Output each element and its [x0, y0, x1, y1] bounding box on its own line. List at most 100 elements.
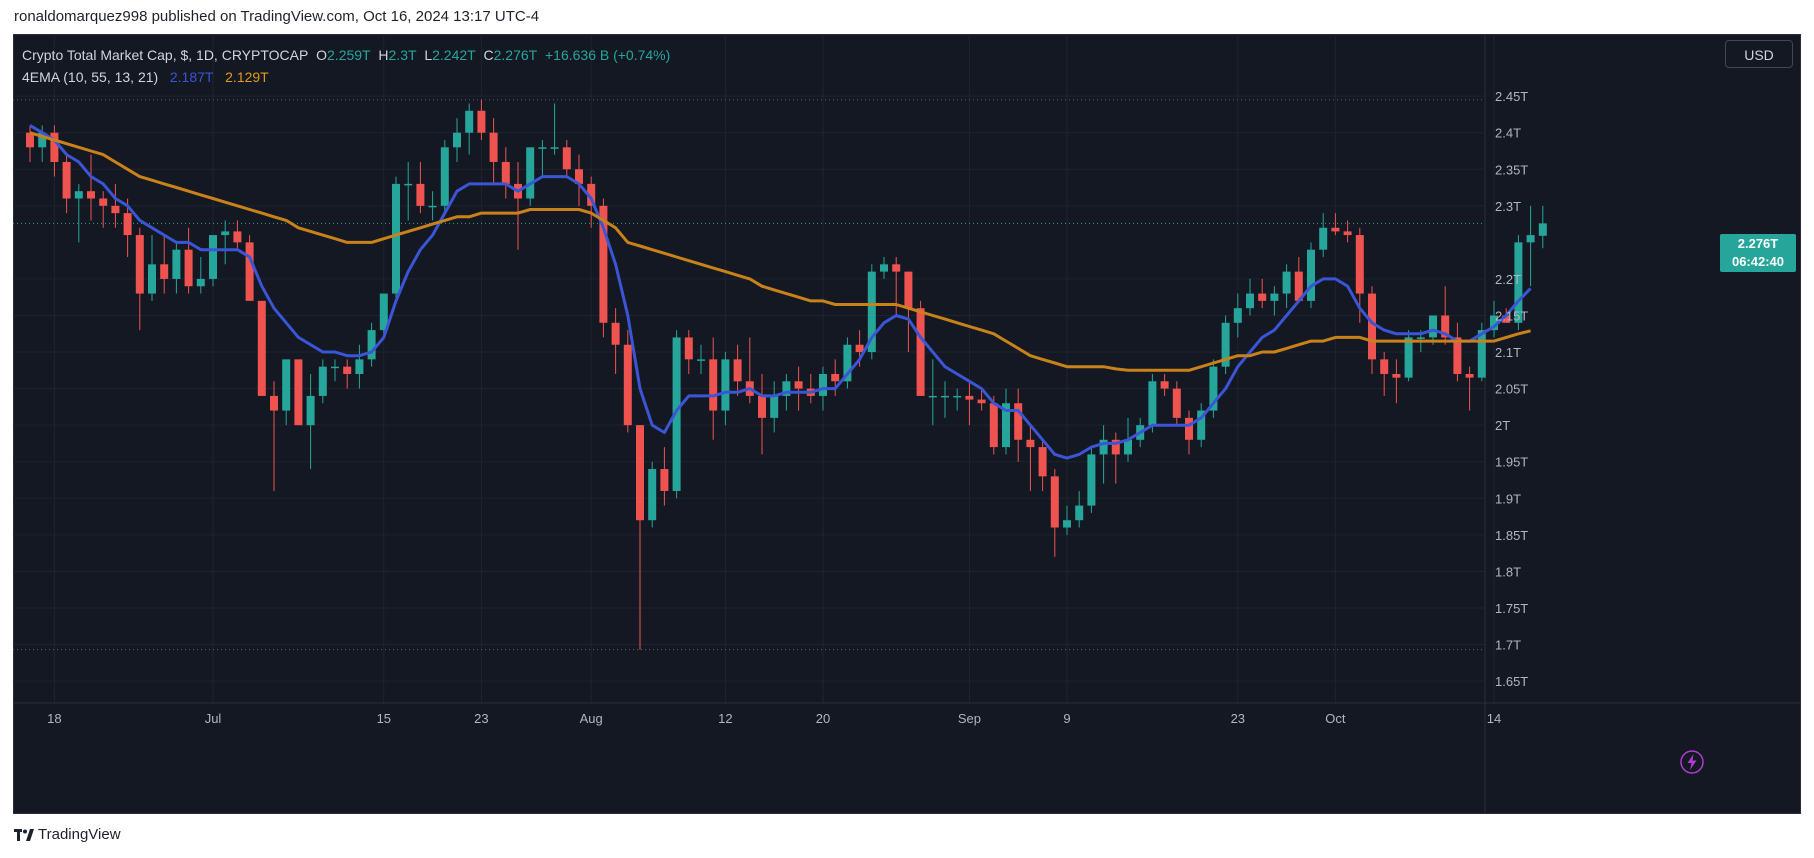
time-tick-label: Jul — [205, 711, 222, 726]
candle-body — [672, 337, 681, 491]
candle-body — [1514, 242, 1523, 323]
candle-body — [538, 147, 547, 149]
candle-body — [928, 395, 937, 398]
candle-body — [1538, 223, 1547, 236]
candle-body — [1270, 293, 1279, 301]
candle-body — [50, 132, 59, 162]
candle-body — [1209, 366, 1218, 411]
candle-body — [306, 395, 315, 426]
candle-body — [770, 395, 779, 418]
candle-body — [782, 381, 791, 396]
candle-body — [38, 132, 47, 148]
legend-high-value: 2.3T — [388, 47, 417, 63]
candle-body — [392, 183, 400, 294]
ema-fast-line — [29, 124, 1532, 460]
candle-body — [1416, 337, 1425, 339]
candle-body — [648, 469, 657, 521]
legend-symbol[interactable]: Crypto Total Market Cap, $, 1D, CRYPTOCA… — [22, 47, 309, 63]
candle-body — [1502, 315, 1511, 323]
candle-body — [1221, 322, 1230, 367]
candle-body — [1063, 520, 1071, 528]
time-tick-label: Sep — [958, 711, 981, 726]
candle-body — [416, 183, 425, 206]
candle-body — [1246, 293, 1254, 309]
candle-body — [953, 395, 962, 398]
candle-body — [599, 205, 608, 323]
price-tick-label: 2.1T — [1495, 345, 1521, 360]
legend-open-label: O — [316, 47, 328, 63]
candle-body — [1185, 417, 1193, 440]
candle-body — [440, 147, 449, 206]
candle-body — [343, 366, 352, 374]
candle-body — [501, 161, 510, 184]
candle-body — [367, 330, 376, 360]
candlestick-chart[interactable]: 2.45T 2.4T 2.35T 2.3T 2.2T 2.15T 2.1T 2.05T 2T 1.… — [13, 34, 1801, 814]
candle-body — [221, 231, 230, 236]
indicator-name[interactable]: 4EMA (10, 55, 13, 21) — [22, 69, 159, 85]
candle-body — [831, 373, 840, 382]
candle-body — [867, 271, 876, 353]
tradingview-logo: TradingView — [14, 826, 121, 843]
candle-body — [843, 344, 852, 382]
candle-body — [623, 344, 632, 426]
candle-body — [880, 264, 888, 272]
candle-body — [355, 359, 364, 374]
candle-body — [62, 161, 71, 199]
candle-body — [489, 132, 498, 162]
price-tick-label: 1.85T — [1495, 528, 1528, 543]
legend-close-label: C — [483, 47, 494, 63]
legend-high-label: H — [378, 47, 389, 63]
candle-body — [1294, 271, 1303, 301]
tradingview-logo-icon — [14, 828, 34, 841]
ema-fast-value: 2.187T — [169, 69, 214, 85]
publisher-line: ronaldomarquez998 published on TradingVi… — [14, 8, 540, 25]
candle-body — [941, 395, 949, 398]
time-tick-label: 14 — [1487, 711, 1501, 726]
candle-body — [1441, 315, 1450, 338]
candle-body — [904, 271, 913, 309]
currency-button[interactable]: USD — [1725, 40, 1793, 68]
candle-body — [611, 322, 620, 345]
candle-body — [1307, 249, 1315, 301]
candle-body — [87, 191, 95, 199]
price-tick-label: 2.15T — [1495, 308, 1528, 323]
candle-body — [245, 242, 254, 301]
lightning-icon[interactable] — [1679, 749, 1705, 775]
candle-body — [1026, 439, 1035, 448]
legend-change: +16.636 B (+0.74%) — [544, 47, 671, 63]
candle-body — [123, 213, 132, 236]
candle-body — [1014, 403, 1023, 440]
price-tick-label: 1.75T — [1495, 601, 1528, 616]
candle-body — [758, 395, 766, 418]
candle-body — [404, 183, 413, 186]
legend-close-value: 2.276T — [493, 47, 538, 63]
candle-body — [1002, 403, 1010, 448]
candle-body — [1038, 447, 1047, 477]
price-tick-label: 2.05T — [1495, 382, 1528, 397]
time-tick-label: 18 — [47, 711, 61, 726]
price-tick-label: 1.65T — [1495, 674, 1528, 689]
candle-body — [526, 147, 535, 199]
price-tick-label: 1.95T — [1495, 455, 1528, 470]
candle-body — [1380, 359, 1389, 374]
candle-body — [1331, 227, 1340, 232]
candle-body — [477, 110, 486, 133]
candle-body — [1087, 454, 1096, 506]
candle-body — [453, 132, 461, 148]
candle-body — [294, 359, 303, 426]
candle-body — [1477, 330, 1486, 378]
legend-ohlc-row: Crypto Total Market Cap, $, 1D, CRYPTOCA… — [22, 44, 670, 66]
candle-body — [1465, 373, 1474, 378]
candle-body — [379, 293, 388, 331]
last-price-value: 2.276T — [1737, 236, 1779, 251]
price-tick-label: 2.2T — [1495, 272, 1521, 287]
countdown-timer: 06:42:40 — [1731, 254, 1785, 269]
candle-body — [1404, 337, 1413, 378]
candle-body — [636, 425, 644, 521]
candle-body — [794, 381, 803, 389]
time-tick-label: 23 — [1231, 711, 1245, 726]
legend-indicator-row: 4EMA (10, 55, 13, 21) 2.187T 2.129T — [22, 66, 670, 88]
candle-body — [1148, 381, 1157, 426]
candle-body — [1368, 293, 1376, 360]
time-tick-label: 12 — [718, 711, 732, 726]
